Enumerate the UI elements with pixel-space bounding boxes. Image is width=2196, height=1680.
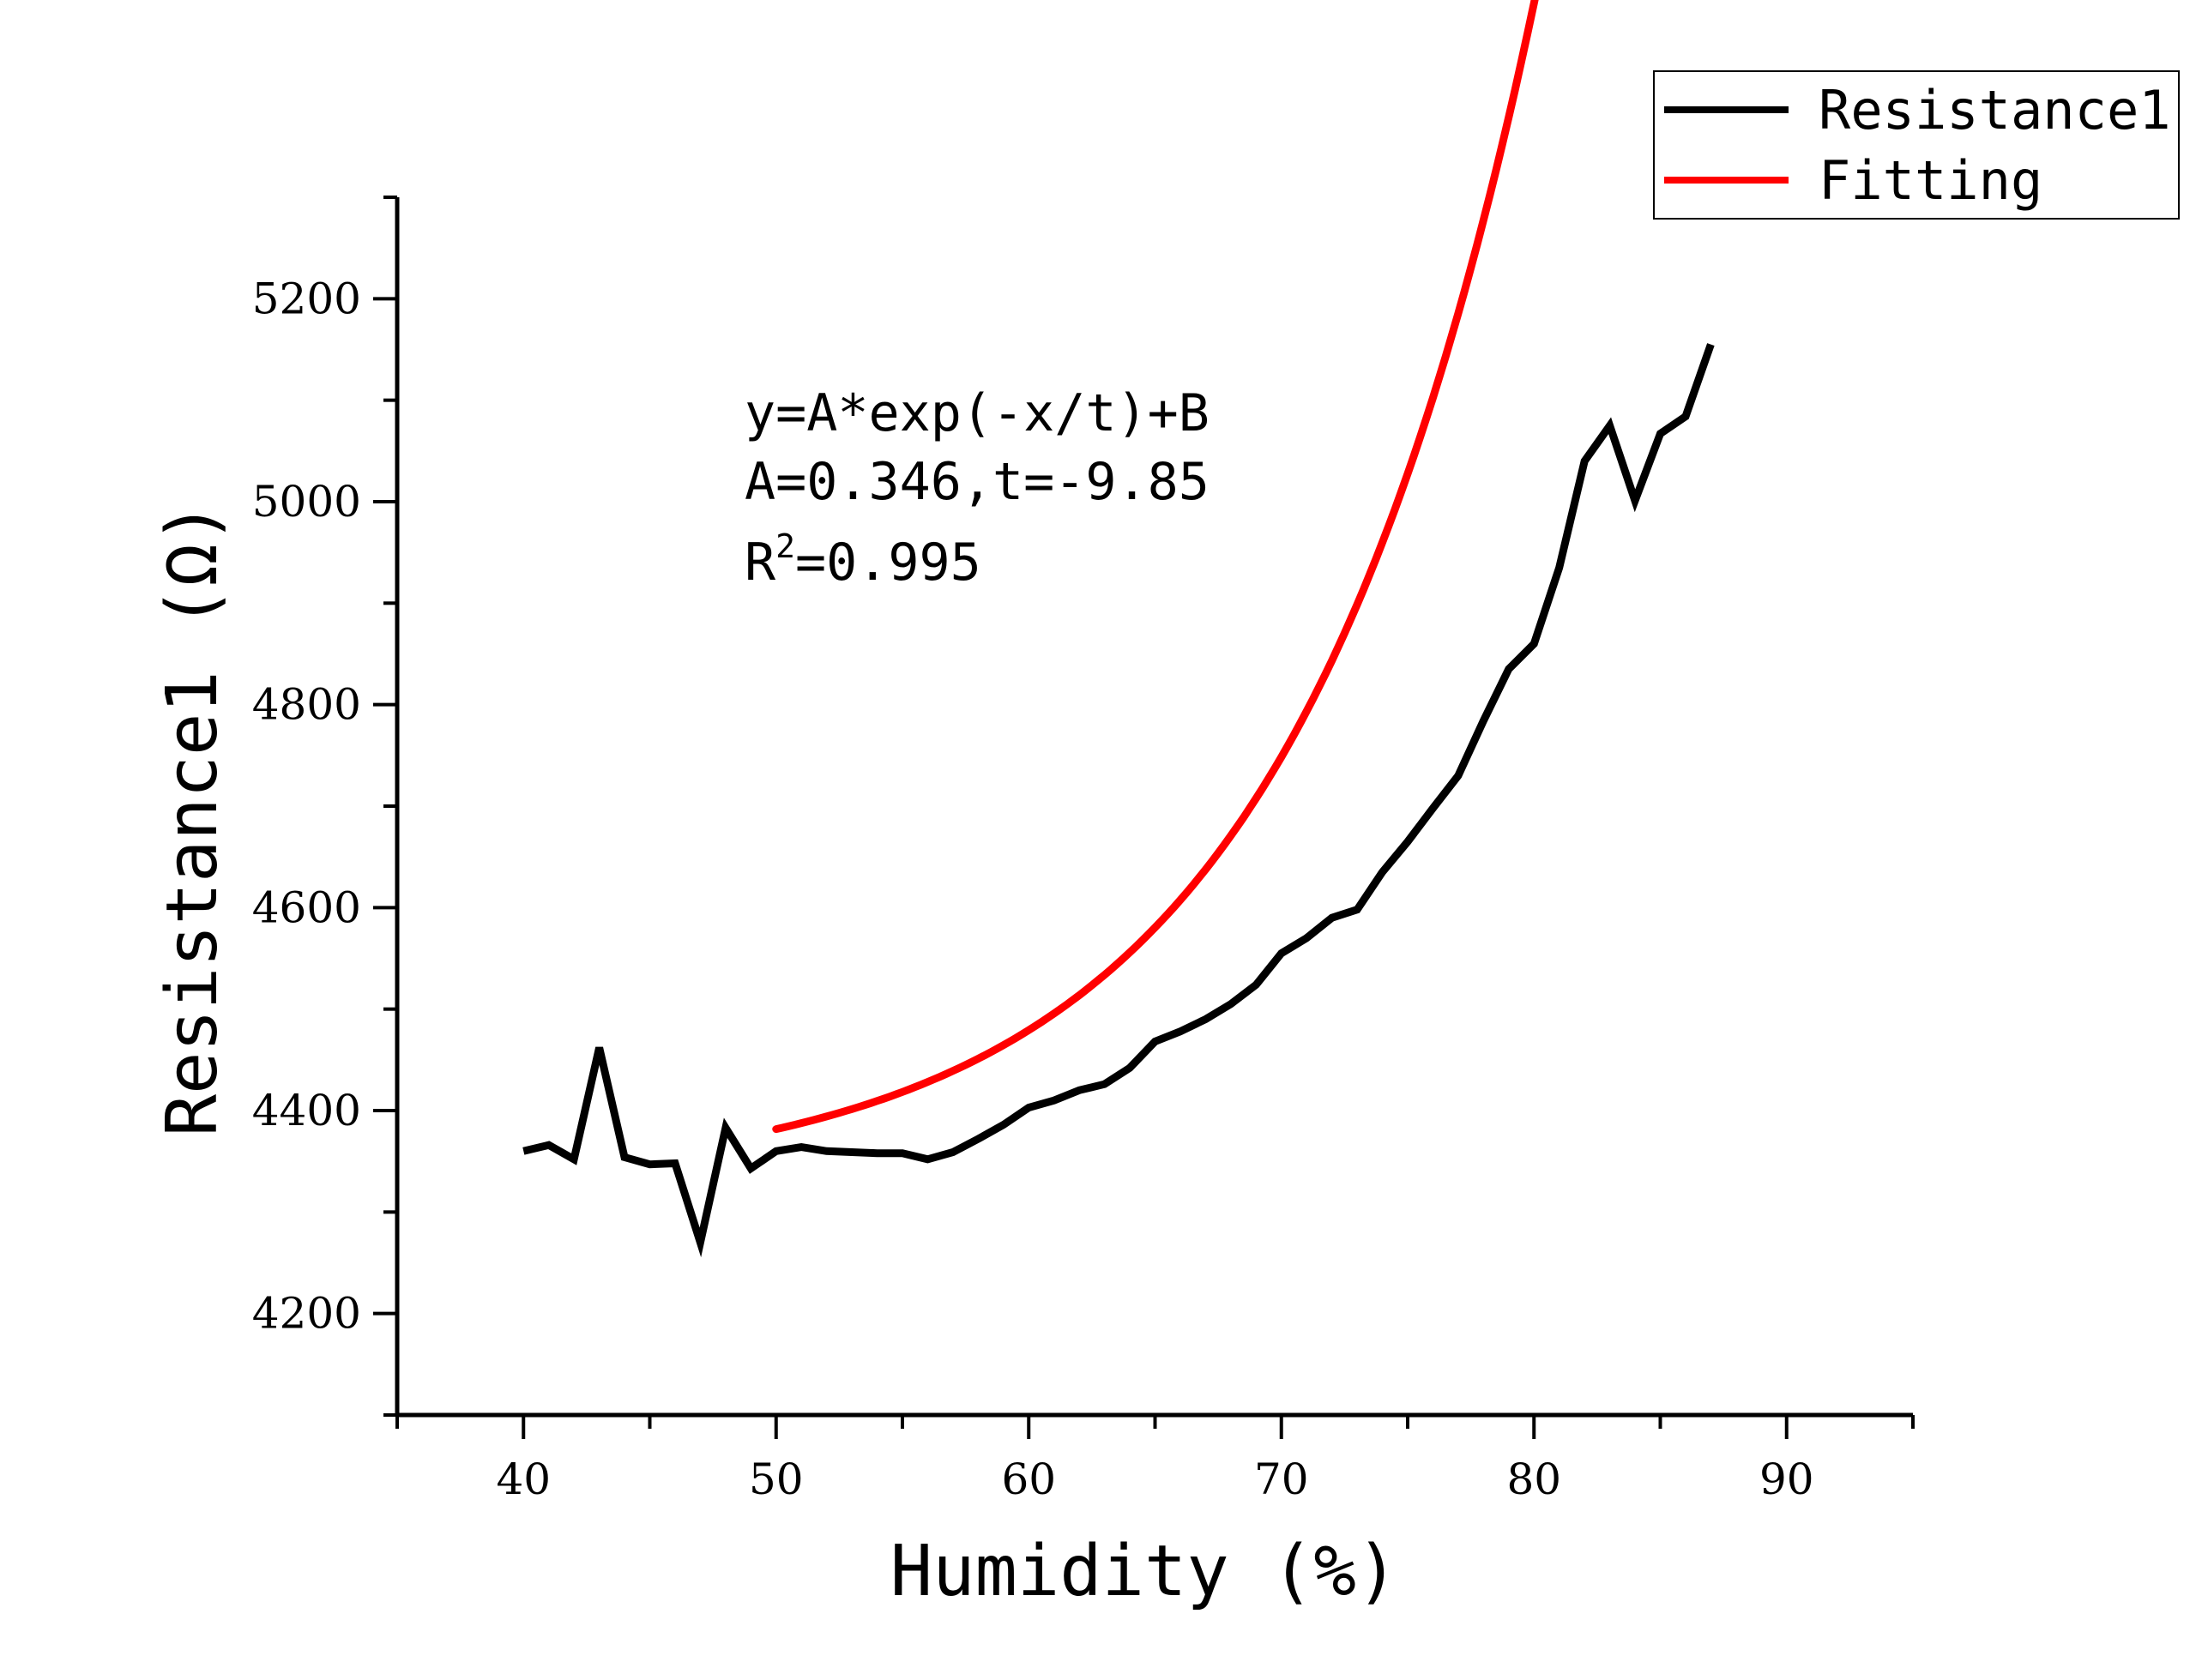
legend-label-resistance1: Resistance1 xyxy=(1819,79,2171,142)
annotation-params: A=0.346,t=-9.85 xyxy=(745,452,1210,512)
x-tick-label: 90 xyxy=(1759,1454,1814,1504)
legend-box xyxy=(1653,70,2180,220)
r2-superscript: 2 xyxy=(775,527,795,565)
annotation-formula: y=A*exp(-x/t)+B xyxy=(745,383,1210,443)
y-tick-label: 5000 xyxy=(252,477,361,527)
x-axis-title: Humidity (%) xyxy=(890,1531,1398,1612)
series-line-resistance1 xyxy=(522,343,1715,1258)
x-tick-label: 40 xyxy=(496,1454,551,1504)
y-tick-label: 4200 xyxy=(252,1289,361,1339)
legend-label-fitting: Fitting xyxy=(1819,149,2042,212)
x-tick-label: 60 xyxy=(1001,1454,1056,1504)
x-tick-label: 80 xyxy=(1506,1454,1561,1504)
fit-annotation: y=A*exp(-x/t)+B A=0.346,t=-9.85 R2=0.995 xyxy=(745,383,1210,593)
series-group xyxy=(522,0,1715,1258)
r2-value: =0.995 xyxy=(795,533,981,593)
axes xyxy=(395,197,1913,1418)
y-tick-label: 4600 xyxy=(252,882,361,932)
y-tick-label: 4800 xyxy=(252,680,361,730)
r2-prefix: R xyxy=(745,533,776,593)
x-tick-label: 70 xyxy=(1254,1454,1309,1504)
x-tick-label: 50 xyxy=(749,1454,804,1504)
ticks: 40 50 60 70 80 90 4200 4400 4600 4800 5000 5200 xyxy=(252,196,1915,1504)
y-axis-title: Resistance1 (Ω) xyxy=(152,502,233,1137)
y-tick-label: 5200 xyxy=(252,274,361,323)
legend: Resistance1 Fitting xyxy=(1653,70,2180,220)
annotation-r2: R2=0.995 xyxy=(745,527,981,593)
series-line-fitting xyxy=(772,0,1539,1134)
y-tick-label: 4400 xyxy=(252,1086,361,1135)
